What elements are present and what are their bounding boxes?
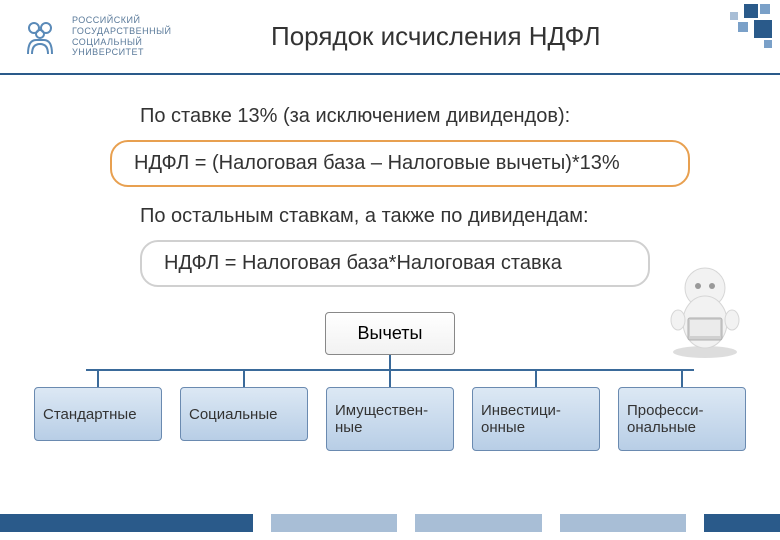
- footer-seg: [415, 514, 541, 532]
- footer-seg: [560, 514, 686, 532]
- deductions-tree: Вычеты Стандартные Социальные Имуществен…: [30, 312, 750, 451]
- connector: [97, 371, 99, 387]
- leaf-wrap: Инвестици-онные: [472, 371, 600, 451]
- leaf-professional: Професси-ональные: [618, 387, 746, 451]
- leaf-wrap: Професси-ональные: [618, 371, 746, 451]
- rate13-label: По ставке 13% (за исключением дивидендов…: [140, 105, 750, 128]
- connector: [535, 371, 537, 387]
- leaf-wrap: Имуществен-ные: [326, 371, 454, 451]
- footer-bar: [0, 514, 780, 532]
- header: РОССИЙСКИЙ ГОСУДАРСТВЕННЫЙ СОЦИАЛЬНЫЙ УН…: [0, 0, 780, 68]
- leaf-investment: Инвестици-онные: [472, 387, 600, 451]
- footer-seg: [0, 514, 253, 532]
- leaf-wrap: Социальные: [180, 371, 308, 451]
- formula1-box: НДФЛ = (Налоговая база – Налоговые вычет…: [110, 140, 690, 187]
- logo-icon: [20, 16, 62, 58]
- formula2-box: НДФЛ = Налоговая база*Налоговая ставка: [140, 240, 650, 287]
- other-rates-label: По остальным ставкам, а также по дивиден…: [140, 205, 750, 228]
- leaf-social: Социальные: [180, 387, 308, 441]
- connector: [681, 371, 683, 387]
- leaf-property: Имуществен-ные: [326, 387, 454, 451]
- leaf-standard: Стандартные: [34, 387, 162, 441]
- footer-seg: [704, 514, 780, 532]
- footer-seg: [271, 514, 397, 532]
- leaf-wrap: Стандартные: [34, 371, 162, 451]
- page-title: Порядок исчисления НДФЛ: [112, 21, 760, 52]
- connector: [243, 371, 245, 387]
- connector: [389, 371, 391, 387]
- connector: [389, 355, 391, 369]
- tree-leaves: Стандартные Социальные Имуществен-ные Ин…: [30, 371, 750, 451]
- tree-root: Вычеты: [325, 312, 455, 355]
- mascot-figure: [660, 260, 750, 360]
- connector: [86, 369, 694, 371]
